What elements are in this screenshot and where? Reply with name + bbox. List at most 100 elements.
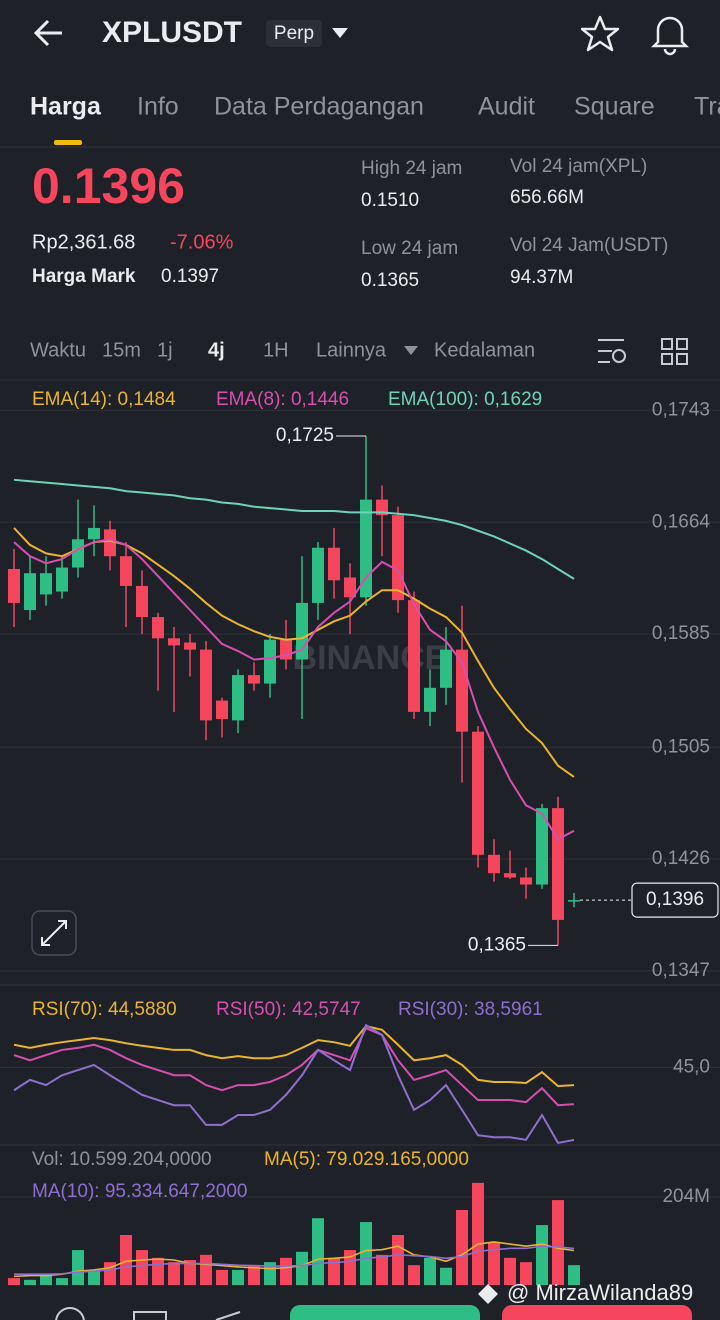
volume-bar bbox=[360, 1222, 372, 1285]
candle-body bbox=[568, 900, 580, 902]
buy-button[interactable] bbox=[290, 1305, 480, 1320]
interval[interactable]: 1H bbox=[263, 339, 289, 361]
candle-body bbox=[536, 808, 548, 885]
more-intervals[interactable]: Lainnya bbox=[316, 339, 387, 361]
volume-bar bbox=[216, 1269, 228, 1285]
candle-body bbox=[328, 547, 340, 581]
nav-icon[interactable] bbox=[133, 1311, 167, 1320]
volume-bar bbox=[280, 1257, 292, 1285]
candle-body bbox=[104, 529, 116, 557]
stat-label: Vol 24 jam(XPL) bbox=[510, 156, 647, 177]
candle-body bbox=[312, 547, 324, 603]
depth-tab[interactable]: Kedalaman bbox=[434, 339, 535, 361]
volume-bar bbox=[8, 1278, 20, 1285]
tab[interactable]: Data Perdagangan bbox=[214, 93, 424, 121]
legend-entry: MA(10): 95.334.647,2000 bbox=[32, 1181, 248, 1202]
mark-price: 0.1397 bbox=[161, 266, 219, 287]
y-tick-label: 45,0 bbox=[673, 1057, 710, 1078]
candle-body bbox=[440, 649, 452, 688]
candle-body bbox=[200, 649, 212, 721]
stat-label: Low 24 jam bbox=[361, 238, 458, 259]
credit-icon bbox=[478, 1284, 498, 1304]
volume-bar bbox=[568, 1265, 580, 1285]
legend-entry: RSI(50): 42,5747 bbox=[216, 999, 361, 1020]
candle-body bbox=[472, 731, 484, 855]
legend-entry: EMA(8): 0,1446 bbox=[216, 389, 349, 410]
tab[interactable]: Audit bbox=[478, 93, 535, 121]
stat-label: High 24 jam bbox=[361, 158, 462, 179]
volume-label: Vol: 10.599.204,0000 bbox=[32, 1149, 212, 1170]
tab[interactable]: Tra bbox=[694, 93, 720, 121]
tab[interactable]: Square bbox=[574, 93, 655, 121]
rsi-line bbox=[13, 1023, 575, 1145]
last-price: 0.1396 bbox=[32, 158, 185, 214]
more-dropdown[interactable] bbox=[404, 346, 418, 355]
volume-bar bbox=[456, 1210, 468, 1285]
price-idr: Rp2,361.68 bbox=[32, 231, 135, 253]
legend-entry: EMA(14): 0,1484 bbox=[32, 389, 176, 410]
candle-body bbox=[344, 577, 356, 598]
candle-body bbox=[40, 573, 52, 595]
volume-bar bbox=[232, 1269, 244, 1285]
volume-bar bbox=[248, 1265, 260, 1285]
volume-bar bbox=[440, 1267, 452, 1285]
layout-icon[interactable] bbox=[661, 338, 688, 365]
tab[interactable]: Harga bbox=[30, 93, 102, 121]
interval[interactable]: 1j bbox=[157, 339, 173, 361]
ema-line bbox=[13, 527, 575, 778]
nav-icon[interactable] bbox=[55, 1307, 85, 1320]
candle-body bbox=[88, 527, 100, 540]
legend-entry: MA(5): 79.029.165,0000 bbox=[264, 1149, 469, 1170]
ema-line bbox=[13, 478, 575, 580]
toolbar-item: Waktu bbox=[30, 339, 86, 361]
volume-bar bbox=[552, 1200, 564, 1285]
stat-label: Vol 24 Jam(USDT) bbox=[510, 235, 668, 256]
candle-body bbox=[168, 638, 180, 646]
candle-body bbox=[136, 585, 148, 618]
y-tick-label: 0,1743 bbox=[652, 399, 710, 420]
volume-bar bbox=[296, 1251, 308, 1285]
candle-body bbox=[408, 600, 420, 712]
marks-layer: 0,1743 0,1664 0,1585 0,1505 0,1426 0,1347 EMA(… bbox=[8, 389, 719, 1285]
volume-bar bbox=[344, 1250, 356, 1285]
volume-bar bbox=[536, 1225, 548, 1285]
volume-bar bbox=[56, 1278, 68, 1285]
favorite-icon[interactable] bbox=[580, 15, 620, 52]
symbol-dropdown[interactable] bbox=[332, 28, 348, 38]
badge-bg bbox=[266, 20, 322, 47]
candle-body bbox=[504, 873, 516, 878]
sell-button[interactable] bbox=[502, 1305, 692, 1320]
low-label: 0,1365 bbox=[468, 934, 526, 955]
candle-body bbox=[520, 877, 532, 885]
tab[interactable]: Info bbox=[137, 93, 179, 121]
nav-icon[interactable] bbox=[215, 1311, 241, 1320]
candle-body bbox=[24, 573, 36, 610]
volume-bar bbox=[24, 1279, 36, 1285]
stat-value: 656.66M bbox=[510, 187, 584, 208]
y-tick-label: 0,1347 bbox=[652, 960, 710, 981]
candle-body bbox=[376, 499, 388, 516]
back-button[interactable] bbox=[33, 19, 62, 47]
rsi-line bbox=[13, 1026, 575, 1107]
volume-bar bbox=[184, 1260, 196, 1285]
candle-body bbox=[248, 675, 260, 684]
candle-body bbox=[392, 515, 404, 601]
volume-bar bbox=[120, 1235, 132, 1285]
candle-body bbox=[72, 539, 84, 568]
volume-bar bbox=[328, 1257, 340, 1285]
candle-body bbox=[360, 499, 372, 598]
ema-line bbox=[13, 538, 575, 841]
expand-icon bbox=[41, 920, 67, 946]
stat-value: 94.37M bbox=[510, 267, 573, 288]
indicator-settings-icon[interactable] bbox=[598, 339, 626, 363]
interval-active[interactable]: 4j bbox=[208, 339, 225, 361]
interval[interactable]: 15m bbox=[102, 339, 141, 361]
alert-icon[interactable] bbox=[650, 16, 690, 56]
volume-bar bbox=[520, 1262, 532, 1285]
candle-body bbox=[216, 700, 228, 719]
volume-bar bbox=[200, 1254, 212, 1285]
price-change: -7.06% bbox=[170, 231, 234, 253]
legend-entry: EMA(100): 0,1629 bbox=[388, 389, 542, 410]
